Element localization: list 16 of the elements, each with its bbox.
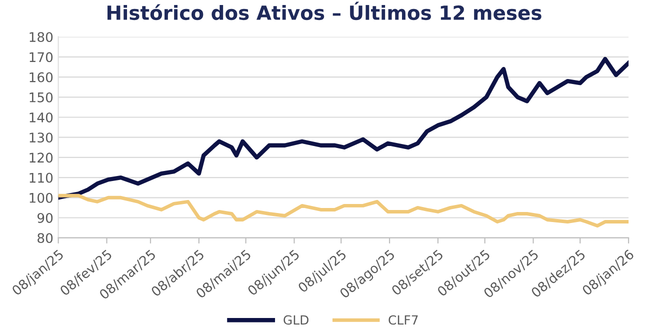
y-tick-label: 140 <box>30 112 53 122</box>
chart-title: Histórico dos Ativos – Últimos 12 meses <box>108 2 542 20</box>
line-series <box>58 56 629 200</box>
y-tick-label: 110 <box>30 172 53 183</box>
y-tick-label: 180 <box>30 32 53 42</box>
y-tick-label: 160 <box>30 72 53 82</box>
line-series <box>58 194 629 228</box>
legend-label: GLD <box>284 315 308 325</box>
y-tick-label: 130 <box>30 132 53 143</box>
y-tick-label: 100 <box>30 192 53 203</box>
y-tick-label: 170 <box>30 52 53 62</box>
y-tick-label: 90 <box>38 212 53 223</box>
y-tick-label: 80 <box>38 233 53 244</box>
y-tick-label: 120 <box>30 152 53 163</box>
legend-label: CLF7 <box>388 315 418 325</box>
y-tick-label: 150 <box>30 92 53 102</box>
